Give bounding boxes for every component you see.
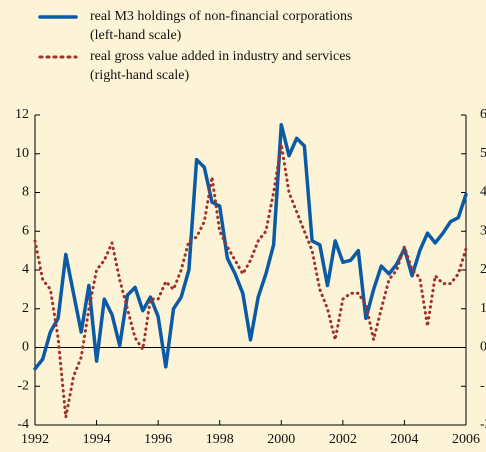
x-tick-label: 1994 xyxy=(83,432,111,447)
x-tick-label: 1992 xyxy=(21,432,49,447)
x-tick-label: 2000 xyxy=(267,432,295,447)
x-tick-label: 2006 xyxy=(452,432,480,447)
y2-tick-label: -1 xyxy=(480,378,486,393)
y2-tick-label: 1 xyxy=(480,301,486,316)
y-tick-label: 2 xyxy=(22,301,29,316)
y-tick-label: 4 xyxy=(22,262,29,277)
series-line xyxy=(33,122,468,371)
legend-scale-label: (left-hand scale) xyxy=(90,28,182,43)
y2-tick-label: 4 xyxy=(480,185,486,200)
legend-scale-label: (right-hand scale) xyxy=(90,68,189,83)
x-tick-label: 1998 xyxy=(206,432,234,447)
y-tick-label: 12 xyxy=(15,107,29,122)
x-tick-label: 2004 xyxy=(390,432,418,447)
y-tick-label: 6 xyxy=(22,223,29,238)
y2-tick-label: 2 xyxy=(480,262,486,277)
y-tick-label: -2 xyxy=(17,378,29,393)
y2-tick-label: -2 xyxy=(480,417,486,432)
x-tick-label: 2002 xyxy=(329,432,357,447)
y-tick-label: -4 xyxy=(17,417,29,432)
y-tick-label: 0 xyxy=(22,340,29,355)
y2-tick-label: 0 xyxy=(480,340,486,355)
y-tick-label: 10 xyxy=(15,146,29,161)
x-tick-label: 1996 xyxy=(144,432,172,447)
legend-label: real gross value added in industry and s… xyxy=(90,49,351,64)
y2-tick-label: 5 xyxy=(480,146,486,161)
y2-tick-label: 6 xyxy=(480,107,486,122)
series-line xyxy=(33,142,468,419)
legend-label: real M3 holdings of non-financial corpor… xyxy=(90,9,352,24)
y2-tick-label: 3 xyxy=(480,223,486,238)
y-tick-label: 8 xyxy=(22,185,29,200)
